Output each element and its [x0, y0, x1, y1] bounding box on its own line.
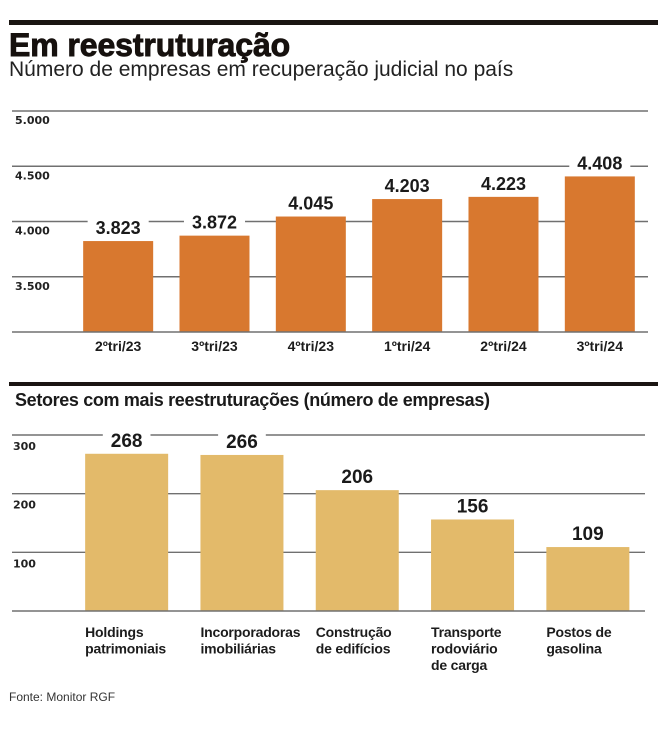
value-label: 268 [111, 431, 143, 452]
value-label: 4.045 [288, 194, 333, 214]
bar [200, 454, 284, 611]
value-label-background [183, 212, 246, 233]
category-label: Postos de gasolina [546, 624, 612, 657]
bar [83, 241, 154, 332]
category-label-line: Holdings [85, 624, 144, 640]
y-tick-label: 4.500 [15, 169, 50, 182]
category-label-line: 4ºtri/23 [288, 338, 335, 354]
section-divider [9, 382, 658, 386]
category-label-line: imobiliárias [200, 641, 276, 657]
y-tick-label: 100 [13, 557, 36, 570]
value-label: 3.872 [192, 213, 237, 233]
category-label: 3ºtri/24 [577, 338, 624, 354]
category-label-line: de carga [431, 657, 487, 673]
sectors-chart-title: Setores com mais reestruturações (número… [15, 390, 490, 410]
category-label: Transporte rodoviário de carga [431, 624, 502, 673]
value-label: 3.823 [96, 218, 141, 238]
bar [275, 216, 346, 332]
value-label: 156 [457, 496, 489, 517]
value-label-background [333, 467, 382, 488]
category-label: Incorporadoras imobiliárias [200, 624, 300, 657]
category-label: 3ºtri/23 [191, 338, 238, 354]
value-label-background [218, 431, 266, 452]
bar [372, 199, 443, 332]
category-label: Holdings patrimoniais [85, 624, 166, 657]
source-note: Fonte: Monitor RGF [9, 690, 116, 704]
top-rule [9, 20, 658, 25]
value-label: 206 [341, 467, 373, 488]
category-label: Construção de edifícios [316, 624, 392, 657]
category-label-line: Incorporadoras [200, 624, 300, 640]
value-label: 266 [226, 432, 258, 453]
category-label: 1ºtri/24 [384, 338, 431, 354]
bar [85, 453, 169, 611]
y-tick-label: 200 [13, 499, 36, 512]
y-tick-label: 4.000 [15, 225, 50, 238]
quarterly-bar-chart: 3.823 3.872 4.045 4.203 4.223 4.408 3.500 4.000… [12, 110, 648, 354]
value-label-background [472, 173, 535, 194]
y-tick-label: 300 [13, 440, 36, 453]
value-label-background [87, 218, 149, 239]
y-tick-label: 3.500 [15, 280, 50, 293]
value-label: 4.203 [385, 176, 430, 196]
category-label-line: patrimoniais [85, 641, 166, 657]
value-label-background [280, 193, 342, 214]
category-label-line: 2ºtri/24 [480, 338, 527, 354]
sectors-bar-chart: 268 266 206 156 109 100 200 300 Holdings patrimon… [12, 430, 645, 673]
value-label-background [448, 496, 497, 517]
bar [564, 176, 635, 332]
category-label-line: rodoviário [431, 641, 497, 657]
category-label-line: 2ºtri/23 [95, 338, 142, 354]
bar [431, 519, 515, 611]
category-label-line: 1ºtri/24 [384, 338, 431, 354]
category-label-line: de edifícios [316, 641, 391, 657]
category-label-line: Transporte [431, 624, 502, 640]
bar [315, 490, 399, 611]
category-label: 2ºtri/23 [95, 338, 142, 354]
value-label-background [102, 430, 151, 451]
value-label: 109 [572, 524, 604, 545]
category-label-line: 3ºtri/23 [191, 338, 238, 354]
category-label-line: gasolina [546, 641, 602, 657]
bar [468, 196, 539, 332]
category-label-line: Postos de [546, 624, 612, 640]
value-label-background [563, 524, 612, 545]
category-label: 2ºtri/24 [480, 338, 527, 354]
category-label-line: 3ºtri/24 [577, 338, 624, 354]
value-label: 4.408 [577, 153, 622, 173]
page-title: Em reestruturação [9, 27, 291, 63]
category-label: 4ºtri/23 [288, 338, 335, 354]
category-label-line: Construção [316, 624, 392, 640]
y-tick-label: 5.000 [15, 114, 50, 127]
bar [179, 235, 250, 332]
value-label: 4.223 [481, 174, 526, 194]
bar [546, 547, 630, 611]
value-label-background [376, 176, 438, 197]
value-label-background [569, 153, 631, 174]
page-subtitle: Número de empresas em recuperação judici… [9, 58, 514, 81]
